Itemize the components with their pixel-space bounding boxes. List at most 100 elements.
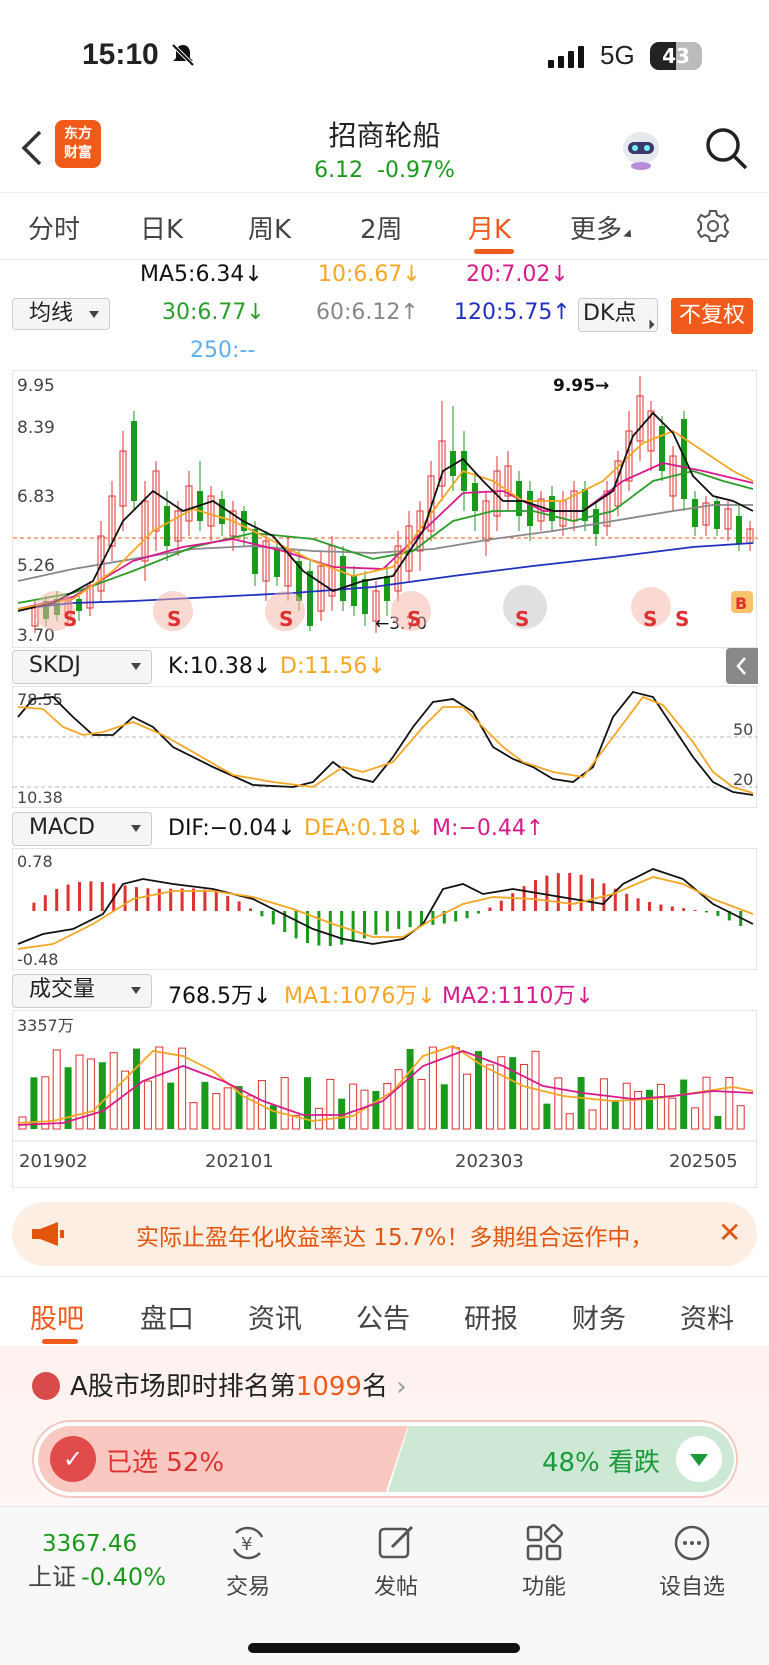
candle <box>438 440 446 487</box>
macd-bar <box>203 889 207 911</box>
volume-bar <box>611 1100 619 1129</box>
tab-profile[interactable]: 资料 <box>680 1304 734 1335</box>
collapse-sidebar-button[interactable] <box>726 648 758 684</box>
ma10-value: 10:6.67↓ <box>318 262 421 287</box>
tab-announcements[interactable]: 公告 <box>356 1304 410 1335</box>
candle <box>724 508 732 530</box>
search-icon[interactable] <box>704 126 748 170</box>
ma-selector[interactable]: 均线 <box>12 298 110 330</box>
volume-bar <box>235 1086 243 1129</box>
ma250-value: 250:-- <box>190 338 256 363</box>
candle <box>636 395 644 442</box>
nav-functions[interactable]: 功能 <box>504 1523 584 1601</box>
close-icon[interactable]: ✕ <box>718 1216 742 1249</box>
ma60-value: 60:6.12↑ <box>316 300 419 325</box>
index-ticker[interactable]: 3367.46 上证 -0.40% <box>28 1531 166 1592</box>
tab-guba[interactable]: 股吧 <box>30 1304 84 1335</box>
candle <box>372 590 380 622</box>
tab-2week[interactable]: 2周 <box>360 215 403 245</box>
kdj-k-line <box>17 690 754 796</box>
volume-bar <box>577 1077 585 1129</box>
signal-s: S <box>407 607 421 631</box>
kline-chart[interactable]: 9.95 8.39 6.83 5.26 3.70 <box>13 371 758 649</box>
volume-bar <box>406 1049 414 1129</box>
nav-trade[interactable]: ¥ 交易 <box>208 1523 288 1601</box>
down-triangle-icon[interactable] <box>676 1436 722 1482</box>
tab-intraday[interactable]: 分时 <box>28 215 81 245</box>
nav-add-watchlist[interactable]: 设自选 <box>652 1523 732 1601</box>
promo-banner[interactable]: 实际止盈年化收益率达 15.7%！多期组合运作中， ✕ <box>12 1202 757 1266</box>
signal-icon <box>548 46 584 68</box>
signal-s: S <box>515 607 529 631</box>
volume-bar <box>223 1087 232 1130</box>
macd-selector[interactable]: MACD <box>12 812 152 846</box>
dropdown-caret-icon <box>131 825 141 832</box>
candle <box>714 501 720 529</box>
volume-bar <box>509 1057 517 1129</box>
dk-point-selector[interactable]: DK点 <box>578 298 658 332</box>
candle <box>207 495 215 527</box>
back-arrow-icon[interactable] <box>18 128 48 168</box>
volume-bar <box>64 1067 72 1129</box>
tab-weekly-k[interactable]: 周K <box>248 215 292 245</box>
volume-bar <box>372 1091 380 1129</box>
ai-robot-icon[interactable] <box>618 126 664 172</box>
y-tick-4: 5.26 <box>17 556 55 576</box>
skdj-selector[interactable]: SKDJ <box>12 650 152 684</box>
volume-bar <box>41 1076 50 1130</box>
macd-chart[interactable]: 0.78 -0.48 <box>13 849 758 971</box>
market-rank[interactable]: A股市场即时排名第1099名 › <box>70 1372 407 1402</box>
vote-up-label: 已选 52% <box>106 1448 225 1478</box>
macd-bar <box>408 911 412 928</box>
macd-bar <box>100 882 104 911</box>
volume-selector[interactable]: 成交量 <box>12 974 152 1008</box>
macd-y-bottom: -0.48 <box>17 950 58 969</box>
macd-dea-line <box>17 876 754 950</box>
volume-bar <box>428 1046 437 1130</box>
eastmoney-logo[interactable]: 东方 财富 <box>55 120 101 168</box>
vote-up-bar[interactable] <box>38 1426 408 1492</box>
macd-bar <box>249 908 252 911</box>
tab-daily-k[interactable]: 日K <box>140 215 184 245</box>
signal-b: B <box>735 594 747 613</box>
promo-text: 实际止盈年化收益率达 15.7%！多期组合运作中， <box>136 1225 654 1251</box>
volume-chart[interactable]: 3357万 201902 202101 202303 202505 <box>13 1011 758 1189</box>
skdj-panel[interactable]: 78.55 10.38 50 20 <box>12 686 758 809</box>
candle <box>659 426 665 471</box>
tab-monthly-k[interactable]: 月K <box>468 215 512 245</box>
index-label: 上证 <box>28 1563 76 1591</box>
macd-panel[interactable]: 0.78 -0.48 <box>12 848 757 970</box>
ma30-line <box>17 470 754 604</box>
tab-finance[interactable]: 财务 <box>572 1304 626 1335</box>
tab-news[interactable]: 资讯 <box>248 1304 302 1335</box>
macd-bar <box>294 911 298 939</box>
megaphone-icon <box>32 1222 64 1246</box>
stock-change: -0.97% <box>377 158 455 183</box>
macd-bar <box>214 891 218 911</box>
volume-bar <box>622 1082 631 1130</box>
candle <box>152 470 160 532</box>
volume-bar <box>736 1105 745 1130</box>
grid-icon <box>526 1523 564 1561</box>
tab-research[interactable]: 研报 <box>464 1304 518 1335</box>
kline-panel[interactable]: 9.95 8.39 6.83 5.26 3.70 <box>12 370 758 649</box>
nav-post[interactable]: 发帖 <box>356 1523 436 1601</box>
macd-bar <box>534 880 537 911</box>
gear-icon[interactable] <box>696 209 730 243</box>
check-icon[interactable]: ✓ <box>50 1436 96 1482</box>
x-label-202303: 202303 <box>455 1151 524 1172</box>
candle <box>362 579 368 614</box>
dropdown-caret-icon <box>131 663 141 670</box>
dropdown-caret-icon <box>131 987 141 994</box>
macd-bar <box>192 888 195 911</box>
candle <box>119 450 127 507</box>
tab-pankou[interactable]: 盘口 <box>140 1304 194 1335</box>
ma20-value: 20:7.02↓ <box>466 262 569 287</box>
no-adjust-button[interactable]: 不复权 <box>671 298 753 334</box>
network-type: 5G <box>600 40 635 70</box>
macd-bar <box>545 875 549 911</box>
skdj-chart[interactable]: 78.55 10.38 50 20 <box>13 687 758 809</box>
volume-bar <box>86 1058 95 1130</box>
tab-more[interactable]: 更多 <box>570 209 635 246</box>
volume-panel[interactable]: 3357万 201902 202101 202303 202505 <box>12 1010 758 1189</box>
